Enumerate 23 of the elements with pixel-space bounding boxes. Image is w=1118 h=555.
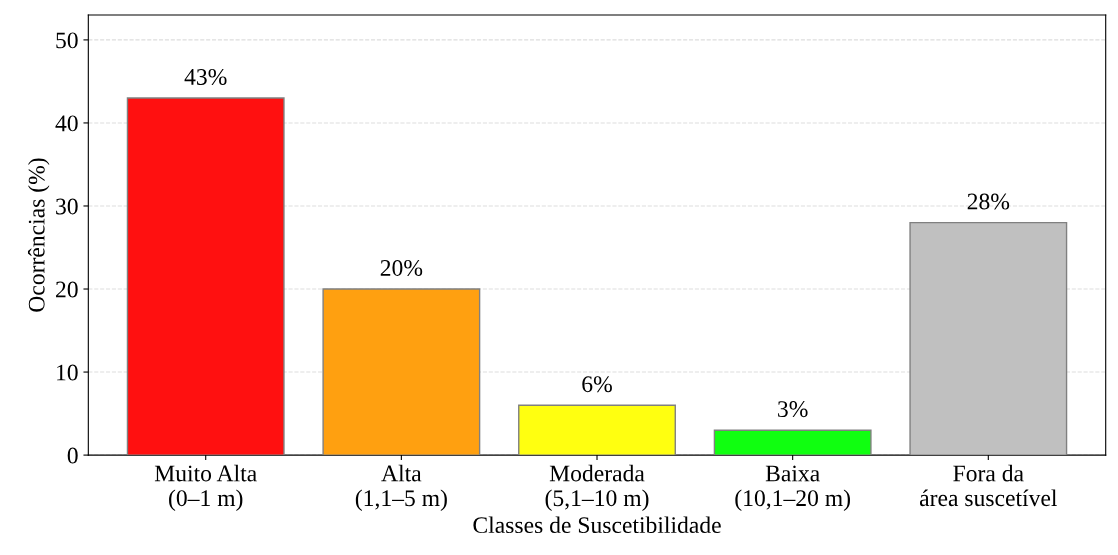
y-tick-label: 0 [67,447,78,464]
bar [518,404,676,456]
y-tick-label: 30 [56,198,78,215]
x-tick-label: Muito Alta (0–1 m) [154,464,257,511]
bar [909,221,1068,456]
data-label: 28% [967,193,1010,210]
y-tick-label: 50 [56,32,78,49]
bar [322,288,481,456]
y-tick-label: 20 [56,281,78,298]
data-label: 6% [582,376,612,393]
y-tick-label: 10 [57,364,78,381]
bar [713,429,872,456]
data-label: 43% [184,68,227,85]
x-tick-label: Fora da área suscetível [919,464,1057,507]
y-axis-title: Ocorrências (%) [27,158,50,312]
x-axis-title: Classes de Suscetibilidade [473,516,721,534]
x-tick-label: Alta (1,1–5 m) [355,464,447,511]
x-tick-label: Baixa (10,1–20 m) [735,465,850,511]
bar [126,97,285,456]
y-tick-label: 40 [55,115,78,132]
data-label: 20% [380,259,423,276]
x-tick-label: Moderada (5,1–10 m) [545,464,649,511]
data-label: 3% [778,401,808,418]
